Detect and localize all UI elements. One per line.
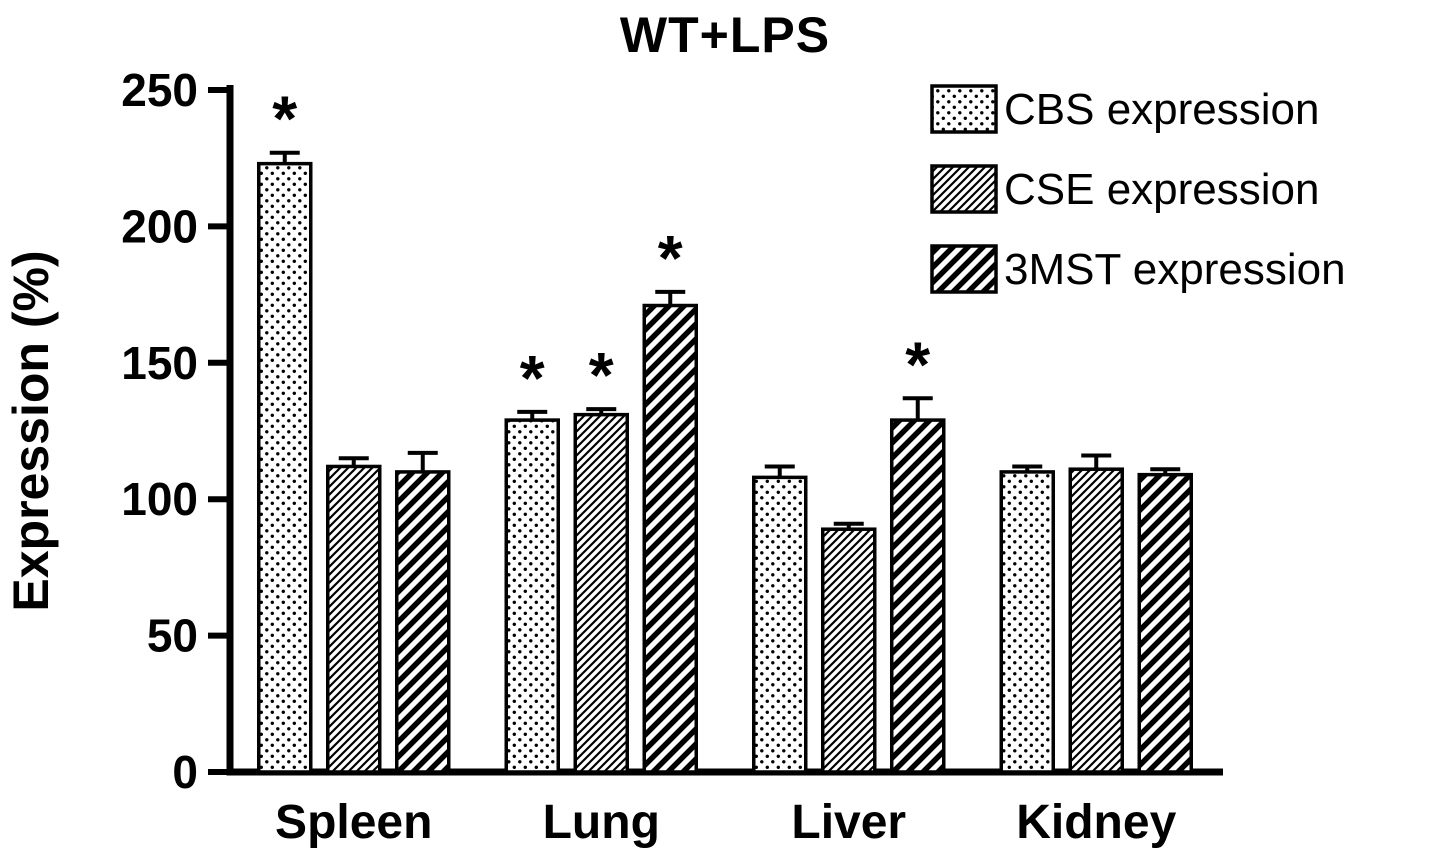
bar-wide-hatch-liver	[890, 418, 946, 774]
legend-label: CSE expression	[1004, 165, 1319, 214]
bar-dots-kidney	[999, 470, 1055, 774]
bar-fine-hatch-liver	[821, 527, 877, 774]
bar-fine-hatch-kidney	[1068, 467, 1124, 774]
chart-title: WT+LPS	[619, 7, 831, 63]
category-label-lung: Lung	[543, 796, 660, 849]
y-tick-label: 0	[172, 746, 198, 798]
legend-label: CBS expression	[1004, 85, 1319, 134]
bar-fine-hatch-lung	[573, 412, 629, 774]
significance-star: *	[272, 83, 297, 155]
bar-wide-hatch-lung	[642, 303, 698, 774]
bar-wide-hatch-spleen	[395, 470, 451, 774]
bar-dots-liver	[752, 475, 808, 774]
axes: 0 50 100 150 200 250	[121, 64, 1223, 798]
category-label-liver: Liver	[791, 796, 906, 849]
y-tick-label: 200	[121, 200, 198, 252]
y-tick-label: 100	[121, 473, 198, 525]
significance-star: *	[589, 339, 614, 411]
y-tick-label: 150	[121, 337, 198, 389]
bar-dots-spleen	[257, 161, 313, 774]
legend-swatch-dots	[930, 84, 998, 134]
legend-swatch-fine-hatch	[930, 164, 998, 214]
significance-star: *	[520, 342, 545, 414]
legend-label: 3MST expression	[1004, 245, 1346, 294]
legend-swatch-wide-hatch	[930, 244, 998, 294]
y-tick-label: 50	[147, 610, 198, 662]
category-label-spleen: Spleen	[275, 796, 432, 849]
bar-dots-lung	[504, 418, 560, 774]
y-axis-title: Expression (%)	[3, 250, 59, 611]
category-label-kidney: Kidney	[1016, 796, 1176, 849]
legend: CBS expression CSE expression 3MST express…	[930, 84, 1346, 294]
bar-fine-hatch-spleen	[326, 464, 382, 774]
significance-star: *	[658, 222, 683, 294]
bars: * * * * *	[257, 83, 1193, 774]
bar-wide-hatch-kidney	[1137, 472, 1193, 774]
significance-star: *	[905, 328, 930, 400]
y-tick-label: 250	[121, 64, 198, 116]
